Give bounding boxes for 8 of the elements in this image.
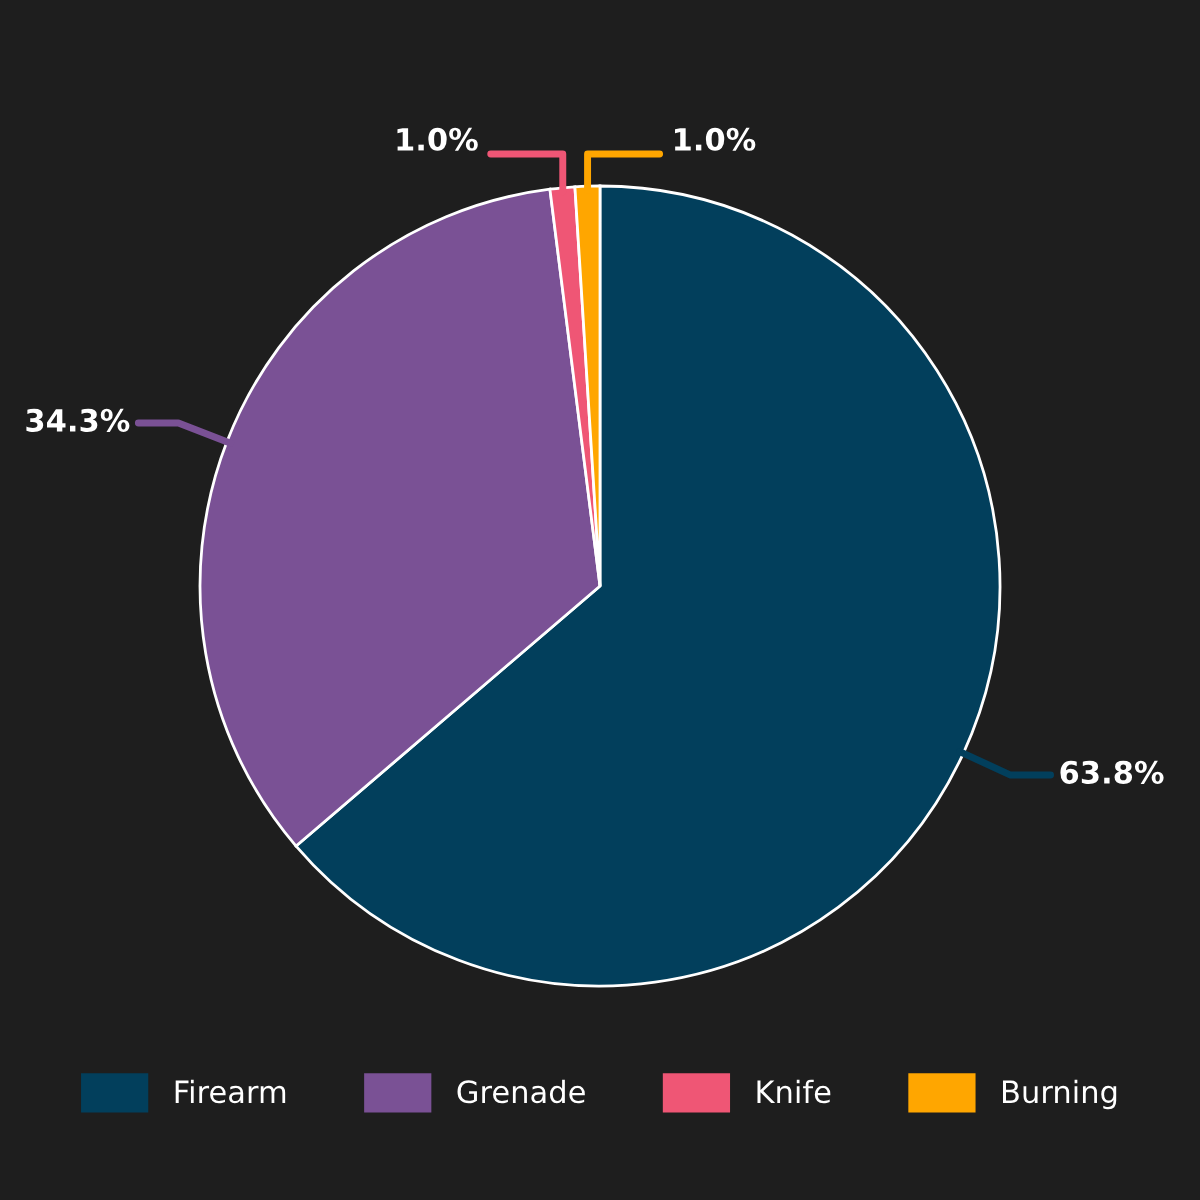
data-label: 63.8% — [1060, 760, 1164, 784]
data-label: 34.3% — [26, 408, 130, 432]
legend-label: Grenade — [457, 1079, 585, 1104]
legend-label: Knife — [757, 1079, 831, 1104]
legend-label: Burning — [1002, 1079, 1117, 1110]
legend-label: Firearm — [175, 1079, 286, 1104]
data-label: 1.0% — [397, 127, 478, 151]
data-label: 1.0% — [675, 127, 756, 151]
